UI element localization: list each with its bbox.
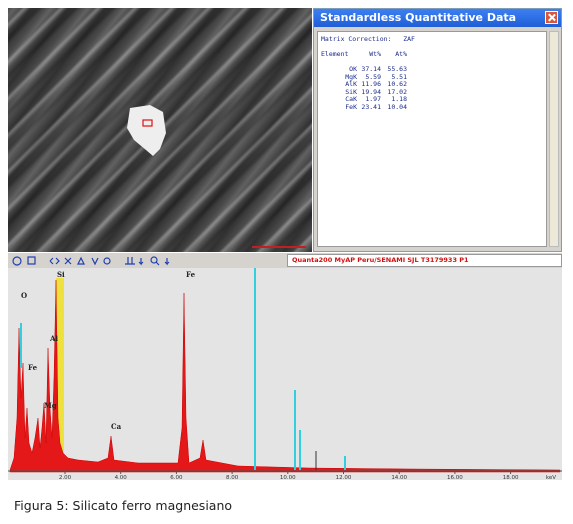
sem-image: [8, 8, 312, 252]
x-tick-label: 16.00: [447, 475, 463, 480]
x-tick-label: 10.00: [280, 475, 296, 480]
table-cell: 10.62: [387, 80, 407, 88]
x-tick-label: 12.00: [336, 475, 352, 480]
x-tick-label: 4.00: [115, 475, 128, 480]
toolbar: Quanta200 MyAP Peru/SENAMI SJL T3179933 …: [8, 252, 562, 268]
sem-overlay: [127, 105, 306, 248]
spectrum-trace: [9, 279, 561, 473]
table-cell: 1.97: [365, 95, 381, 103]
matrix-row: Matrix Correction: ZAF: [321, 35, 543, 44]
header-cell: Element: [321, 50, 349, 58]
x-tick-label: 8.00: [226, 475, 239, 480]
window-title: Standardless Quantitative Data: [314, 9, 561, 27]
table-row: AlK 11.96 10.62: [321, 80, 543, 89]
peak-label: Al: [49, 334, 58, 343]
peak-label: O: [21, 291, 27, 300]
table-cell: 11.96: [361, 80, 381, 88]
table-cell: AlK: [345, 80, 357, 88]
toolbar-icons: [12, 256, 170, 266]
table-cell: 5.59: [365, 72, 381, 81]
spectrum-bg: [8, 268, 562, 480]
spectrum: O Fe Mg Al Si Ca Fe 2.00 4.00 6.00 8.00 10.00 12.00 1…: [8, 268, 562, 480]
table-cell: 19.94: [361, 87, 381, 96]
table-row: MgK 5.59 5.51: [321, 72, 543, 82]
close-button[interactable]: [545, 11, 558, 24]
table-cell: MgK: [345, 72, 357, 81]
sample-label: Quanta200 MyAP Peru/SENAMI SJL T3179933 …: [287, 254, 562, 267]
table-cell: CaK: [345, 95, 357, 103]
window-body: Matrix Correction: ZAF Element Wt% At% OK 37…: [317, 31, 547, 247]
table-cell: 23.41: [361, 102, 381, 111]
table-cell: 17.02: [387, 87, 407, 96]
spacer: [321, 44, 543, 52]
particle: [127, 105, 166, 156]
table-cell: 5.51: [391, 72, 407, 81]
selection-box: [142, 119, 153, 127]
peak-label: Si: [57, 270, 65, 279]
table-row: SiK 19.94 17.02: [321, 87, 543, 97]
cyan-markers: [20, 268, 346, 470]
table-cell: 37.14: [361, 65, 381, 73]
region-marker: [56, 278, 64, 470]
x-tick-label: 14.00: [391, 475, 407, 480]
table-row: OK 37.14 55.63: [321, 65, 543, 74]
matrix-label: Matrix Correction:: [321, 35, 392, 43]
matrix-value: ZAF: [403, 35, 415, 43]
table-header: Element Wt% At%: [321, 50, 543, 59]
table-cell: SiK: [345, 87, 357, 96]
x-tick-label: 18.00: [503, 475, 519, 480]
table-row: CaK 1.97 1.18: [321, 95, 543, 104]
peak-label: Ca: [111, 422, 122, 431]
table-cell: 1.18: [391, 95, 407, 103]
window-title-text: Standardless Quantitative Data: [320, 11, 517, 24]
scrollbar[interactable]: [549, 31, 559, 247]
peak-label: Mg: [44, 401, 57, 410]
peak-label: Fe: [28, 363, 38, 372]
x-tick-label: 6.00: [170, 475, 183, 480]
table-cell: 10.04: [387, 102, 407, 111]
table-cell: FeK: [345, 102, 357, 111]
quant-window: Standardless Quantitative Data Matrix Co…: [313, 8, 562, 252]
peak-label: Fe: [186, 270, 196, 279]
header-cell: At%: [395, 50, 407, 58]
table-cell: 55.63: [387, 65, 407, 73]
table-row: FeK 23.41 10.04: [321, 102, 543, 112]
x-tick-label: 2.00: [59, 475, 72, 480]
table-cell: OK: [349, 65, 357, 73]
x-unit: keV: [546, 475, 556, 480]
caption: Figura 5: Silicato ferro magnesiano: [14, 498, 233, 513]
header-cell: Wt%: [369, 50, 381, 58]
